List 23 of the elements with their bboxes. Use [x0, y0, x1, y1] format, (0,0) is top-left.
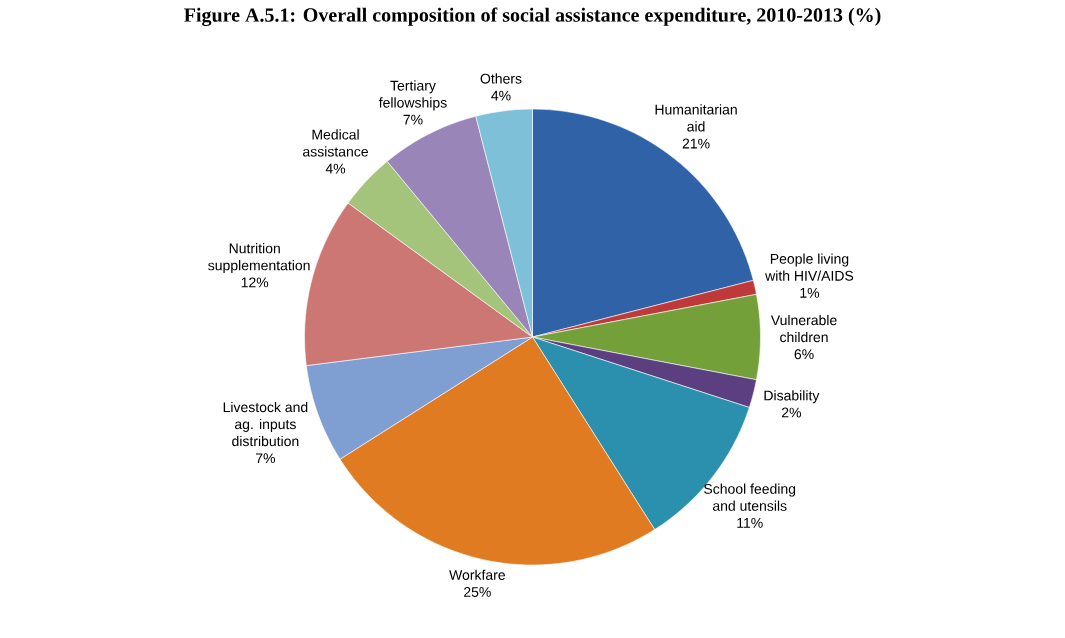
data-label: 7% [256, 453, 276, 464]
slice-label: Workfare [449, 569, 505, 580]
slice-label: School feeding and utensils [704, 483, 796, 511]
data-label: 25% [464, 587, 491, 597]
data-label: 2% [781, 407, 801, 418]
slice-label: Vulnerable children [770, 314, 837, 343]
slice-label: Disability [764, 390, 820, 404]
data-label: 1% [800, 287, 820, 298]
slice-label: Nutrition supplementation [208, 243, 310, 274]
data-label: 6% [794, 349, 814, 360]
data-label: 4% [491, 90, 511, 101]
slice-label: People living with HIV/AIDS [765, 253, 854, 281]
data-label: 4% [325, 163, 346, 174]
slice-label: Humanitarian aid [655, 104, 737, 132]
slice-label: Medical assistance [303, 129, 368, 157]
data-label: 12% [241, 277, 269, 288]
data-label: 21% [682, 138, 710, 149]
slice-label: Livestock and ag. inputs distribution [223, 401, 308, 447]
slice-label: Tertiary fellowships [378, 80, 447, 111]
slice-label: Others [480, 73, 522, 84]
data-label: 7% [403, 114, 423, 125]
data-label: 11% [737, 517, 763, 528]
chart-title: Figure A.5.1: Overall composition of social assistance expenditure, 2010-2013 (%) [184, 7, 881, 27]
